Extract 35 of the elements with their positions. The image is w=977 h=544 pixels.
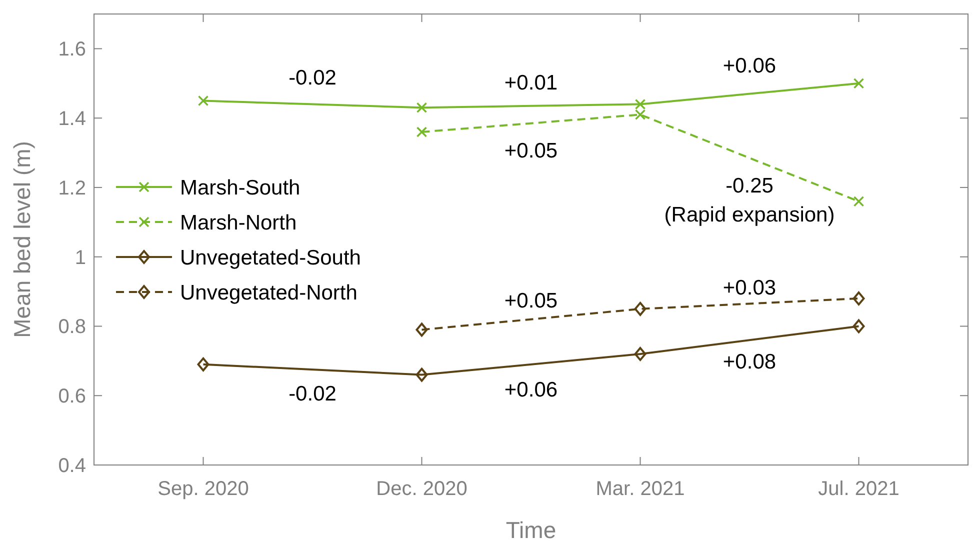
annotation: -0.25 (726, 174, 774, 198)
x-tick-label: Dec. 2020 (376, 478, 468, 500)
y-axis-title: Mean bed level (m) (9, 141, 35, 338)
point (852, 319, 865, 334)
y-tick-label: 0.8 (58, 316, 86, 338)
annotation: -0.02 (288, 382, 336, 406)
point (416, 368, 428, 382)
annotation: +0.08 (722, 350, 776, 374)
y-tick-label: 0.6 (58, 386, 86, 408)
y-tick-label: 1.4 (58, 108, 86, 130)
point (852, 291, 865, 306)
y-tick-label: 1 (74, 246, 86, 269)
legend-label: Unvegetated-North (180, 281, 358, 304)
x-axis-title: Time (506, 517, 556, 543)
x-tick-label: Jul. 2021 (818, 478, 900, 500)
annotation: +0.06 (722, 54, 776, 78)
legend-label: Marsh-South (180, 176, 300, 200)
annotation: -0.02 (288, 66, 336, 90)
point (634, 346, 646, 361)
x-tick-label: Mar. 2021 (596, 478, 685, 500)
x-tick-label: Sep. 2020 (158, 478, 249, 500)
y-tick-label: 0.4 (58, 455, 86, 477)
annotation: +0.06 (504, 378, 558, 402)
annotation: (Rapid expansion) (664, 203, 835, 226)
y-tick-label: 1.6 (58, 38, 86, 61)
point (416, 322, 428, 337)
legend-label: Unvegetated-South (180, 246, 361, 270)
y-tick-label: 1.2 (58, 177, 86, 200)
annotation: +0.05 (504, 289, 558, 312)
point (634, 302, 646, 316)
annotation: +0.01 (504, 71, 558, 94)
annotation: +0.03 (722, 276, 776, 300)
annotation: +0.05 (504, 139, 558, 162)
point (197, 357, 210, 372)
legend-label: Marsh-North (180, 211, 297, 234)
